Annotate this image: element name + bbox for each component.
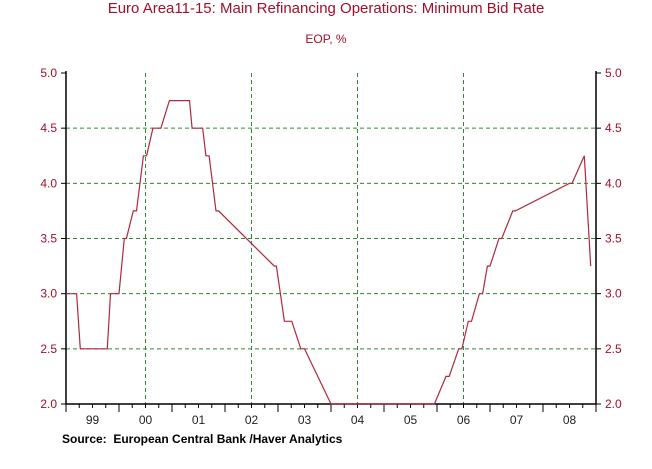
- x-tick-label: 01: [192, 413, 206, 427]
- y-tick-label-left: 2.5: [40, 342, 57, 356]
- y-tick-label-right: 4.0: [605, 176, 622, 190]
- y-tick-label-left: 2.0: [40, 397, 57, 411]
- source-note: Source: European Central Bank /Haver Ana…: [62, 432, 343, 446]
- x-tick-label: 04: [351, 413, 365, 427]
- y-tick-label-left: 3.5: [40, 232, 57, 246]
- y-tick-label-right: 4.5: [605, 121, 622, 135]
- y-tick-label-left: 4.0: [40, 176, 57, 190]
- y-tick-label-right: 3.0: [605, 287, 622, 301]
- y-tick-label-left: 3.0: [40, 287, 57, 301]
- series-line: [66, 99, 592, 405]
- x-tick-label: 99: [86, 413, 100, 427]
- chart-subtitle: EOP, %: [305, 32, 347, 46]
- x-tick-label: 03: [298, 413, 312, 427]
- x-tick-label: 00: [139, 413, 153, 427]
- y-tick-label-left: 5.0: [40, 66, 57, 80]
- y-tick-label-right: 2.0: [605, 397, 622, 411]
- x-tick-label: 08: [563, 413, 577, 427]
- x-tick-label: 02: [245, 413, 259, 427]
- x-tick-label: 05: [404, 413, 418, 427]
- chart-title: Euro Area11-15: Main Refinancing Operati…: [107, 0, 545, 17]
- x-tick-label: 06: [457, 413, 471, 427]
- y-tick-label-right: 5.0: [605, 66, 622, 80]
- y-tick-label-right: 3.5: [605, 232, 622, 246]
- y-tick-label-right: 2.5: [605, 342, 622, 356]
- x-tick-label: 07: [510, 413, 524, 427]
- y-tick-label-left: 4.5: [40, 121, 57, 135]
